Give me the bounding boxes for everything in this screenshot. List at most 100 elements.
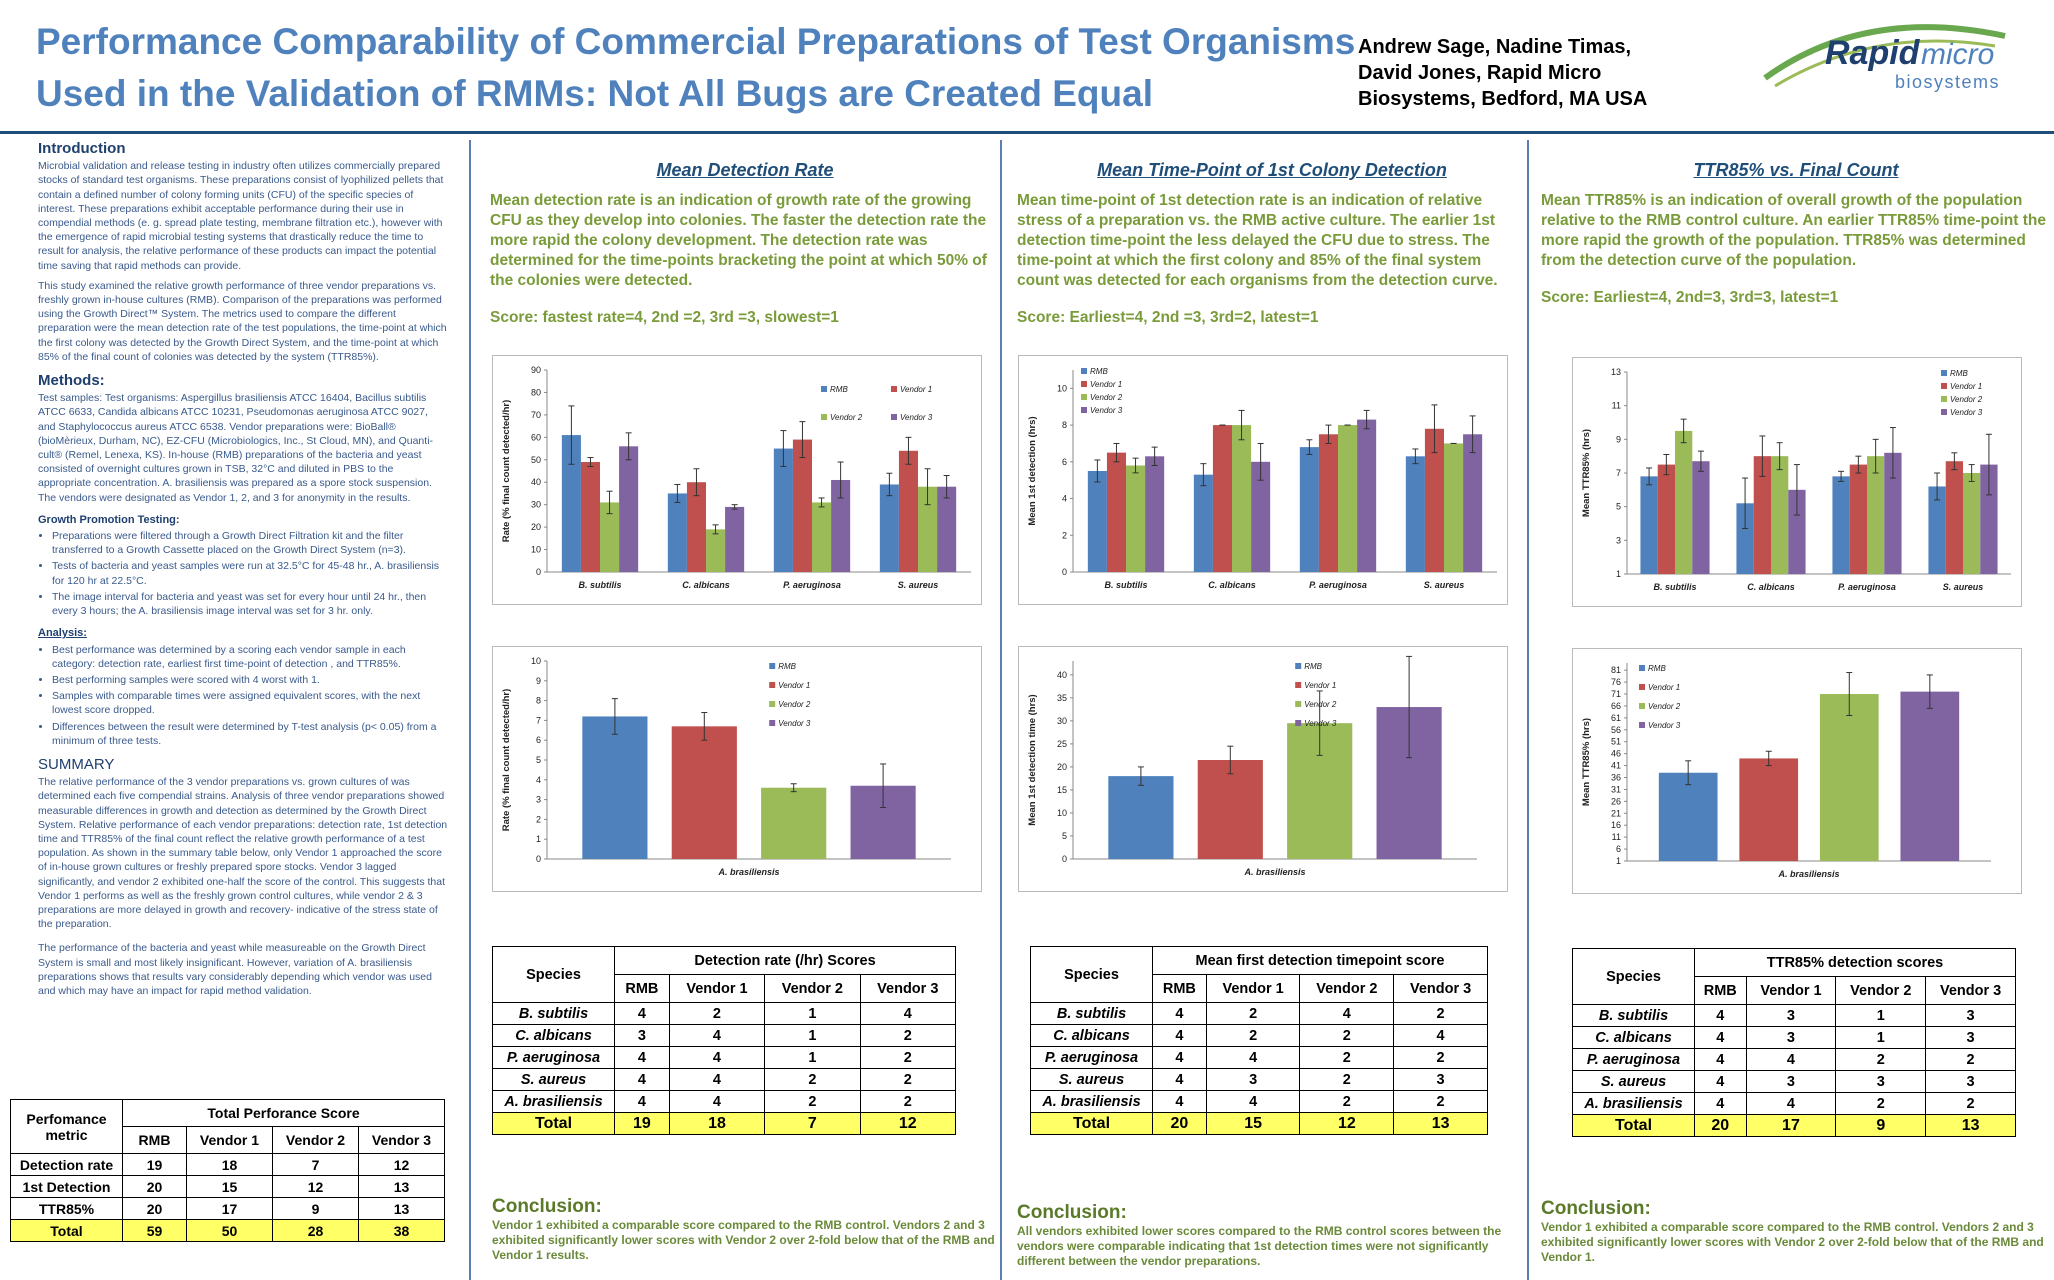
table-cell: C. albicans xyxy=(1030,1024,1153,1047)
table-cell: 7 xyxy=(764,1112,861,1135)
chart-first-detection: 0 2 4 6 8 10 Mean 1st detection (hrs) B. subtil… xyxy=(1018,355,1508,605)
ttr85-conclusion: Conclusion: Vendor 1 exhibited a compara… xyxy=(1541,1198,2051,1265)
bar xyxy=(1736,503,1754,574)
detection-rate-conclusion: Conclusion: Vendor 1 exhibited a compara… xyxy=(492,1196,1002,1263)
rapid-micro-logo: Rapid micro biosystems xyxy=(1763,24,2006,92)
first-detection-column: Mean Time-Point of 1st Colony Detection … xyxy=(1017,160,1527,327)
table-cell: 20 xyxy=(122,1175,187,1198)
y-tick-label: 4 xyxy=(536,775,541,785)
column-header: Vendor 2 xyxy=(1835,976,1927,1005)
y-tick-label: 10 xyxy=(1057,808,1067,818)
bar xyxy=(761,787,827,859)
logo-text-micro: micro xyxy=(1921,38,1994,71)
introduction-paragraph: Microbial validation and release testing… xyxy=(38,160,444,272)
y-tick-label: 2 xyxy=(1062,530,1067,540)
y-tick-label: 11 xyxy=(1612,401,1621,411)
table-row: P. aeruginosa 4 4 2 2 xyxy=(1572,1048,2016,1071)
legend-label: Vendor 2 xyxy=(830,413,863,422)
legend-swatch xyxy=(1941,409,1947,415)
y-tick-label: 80 xyxy=(531,387,541,397)
legend-swatch xyxy=(1295,682,1302,688)
y-tick-label: 16 xyxy=(1611,820,1621,830)
table-cell: 59 xyxy=(122,1219,187,1242)
y-tick-label: 6 xyxy=(536,735,541,745)
y-tick-label: 0 xyxy=(536,567,541,577)
table-cell: 4 xyxy=(614,1068,670,1091)
table-cell: C. albicans xyxy=(1572,1026,1695,1049)
table-cell: 3 xyxy=(1745,1004,1837,1027)
table-cell: 50 xyxy=(186,1219,273,1242)
legend-swatch xyxy=(1639,722,1645,728)
ttr85-score-rule: Score: Earliest=4, 2nd=3, 3rd=3, latest=… xyxy=(1541,289,1839,306)
legend-label: Vendor 3 xyxy=(1950,408,1983,417)
legend-label: RMB xyxy=(1090,367,1108,376)
introduction-paragraph: This study examined the relative growth … xyxy=(38,279,447,363)
legend-label: Vendor 1 xyxy=(778,681,810,690)
total-row: Total 20 17 9 13 xyxy=(1572,1114,2016,1137)
bar xyxy=(1640,476,1658,574)
y-tick-label: 9 xyxy=(536,676,541,686)
table-cell: 4 xyxy=(1152,1024,1207,1047)
table-cell: 4 xyxy=(859,1002,957,1025)
table-cell: 12 xyxy=(859,1112,957,1135)
left-text-column: Introduction Microbial validation and re… xyxy=(38,141,448,1004)
table-cell: 28 xyxy=(272,1219,359,1242)
category-label: S. aureus xyxy=(1943,582,1984,592)
legend-swatch xyxy=(1295,701,1302,707)
category-label: B. subtilis xyxy=(578,580,621,590)
table-cell: 3 xyxy=(1205,1068,1301,1091)
bar xyxy=(831,479,851,572)
table-cell: 15 xyxy=(186,1175,273,1198)
table-cell: 4 xyxy=(1694,1048,1747,1071)
y-tick-label: 56 xyxy=(1611,725,1621,735)
y-tick-label: 0 xyxy=(1062,854,1067,864)
legend-swatch xyxy=(1941,370,1947,376)
y-tick-label: 3 xyxy=(536,795,541,805)
bar xyxy=(1126,465,1146,572)
bar xyxy=(1108,776,1174,859)
table-row: B. subtilis 4 2 4 2 xyxy=(1030,1002,1488,1025)
legend-swatch xyxy=(821,386,827,392)
metric-header: Perfomance metric xyxy=(10,1099,123,1154)
chart-legend: RMB Vendor 1 Vendor 2 Vendor 3 xyxy=(1639,664,1681,730)
bar xyxy=(1884,452,1902,574)
table-cell: 2 xyxy=(1299,1068,1395,1091)
bar xyxy=(1771,456,1789,574)
chart-detection-rate: 0 10 20 30 40 50 60 70 80 90 Rate (% final count d… xyxy=(492,355,982,605)
table-cell: 4 xyxy=(614,1002,670,1025)
table-cell: B. subtilis xyxy=(1572,1004,1695,1027)
chart-legend: RMB Vendor 1 Vendor 2 Vendor 3 xyxy=(1081,367,1123,415)
title-line-2: Used in the Validation of RMMs: Not All … xyxy=(36,73,1153,114)
chart-svg: 0 10 20 30 40 50 60 70 80 90 Rate (% final count d… xyxy=(501,365,971,590)
category-label: C. albicans xyxy=(1747,582,1795,592)
column-header: Vendor 2 xyxy=(272,1126,359,1154)
table-cell: 4 xyxy=(1694,1092,1747,1115)
ttr85-column: TTR85% vs. Final Count Mean TTR85% is an… xyxy=(1541,160,2051,307)
category-label: A. brasiliensis xyxy=(717,867,779,877)
table-cell: 2 xyxy=(1299,1046,1395,1069)
table-cell: 2 xyxy=(859,1046,957,1069)
table-cell: 4 xyxy=(614,1046,670,1069)
bar xyxy=(1463,434,1483,572)
table-cell: 1 xyxy=(764,1046,861,1069)
table-row: A. brasiliensis 4 4 2 2 xyxy=(492,1090,957,1113)
y-tick-label: 51 xyxy=(1611,737,1621,747)
y-tick-label: 70 xyxy=(531,410,541,420)
bar xyxy=(671,726,737,859)
table-cell: A. brasiliensis xyxy=(492,1090,615,1113)
table-cell: 9 xyxy=(1835,1114,1927,1137)
bar xyxy=(1357,419,1377,572)
table-cell: 4 xyxy=(1152,1046,1207,1069)
category-label: S. aureus xyxy=(898,580,939,590)
legend-swatch xyxy=(1639,703,1645,709)
y-tick-label: 8 xyxy=(1062,420,1067,430)
bar xyxy=(1819,694,1879,861)
summary-heading: SUMMARY xyxy=(38,755,115,773)
legend-swatch xyxy=(1295,720,1302,726)
y-axis-label: Mean TTR85% (hrs) xyxy=(1581,429,1592,517)
legend-label: Vendor 1 xyxy=(1648,683,1680,692)
poster-header: Performance Comparability of Commercial … xyxy=(0,0,2054,134)
table-row: P. aeruginosa 4 4 1 2 xyxy=(492,1046,957,1069)
table-cell: 1 xyxy=(764,1024,861,1047)
table-row: A. brasiliensis 4 4 2 2 xyxy=(1030,1090,1488,1113)
